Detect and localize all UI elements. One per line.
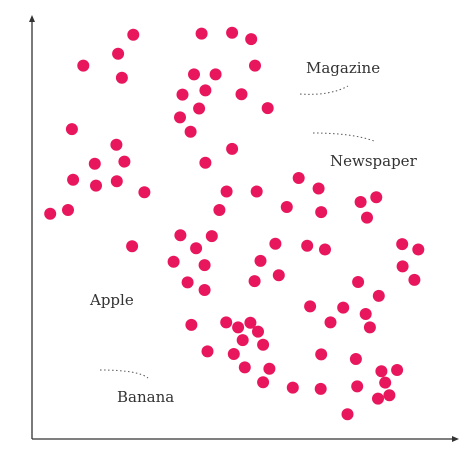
data-point-40: [205, 230, 218, 243]
data-point-32: [370, 191, 383, 204]
data-point-82: [379, 376, 392, 389]
data-point-59: [337, 301, 350, 314]
data-point-83: [314, 382, 327, 395]
annotation-layer: Magazine Newspaper Apple Banana: [89, 59, 418, 406]
data-point-1: [195, 27, 208, 40]
data-point-47: [412, 243, 425, 256]
data-point-21: [226, 142, 239, 155]
data-point-74: [349, 353, 362, 365]
data-point-27: [220, 185, 233, 198]
data-point-35: [213, 204, 226, 216]
data-point-0: [127, 28, 140, 41]
data-point-11: [199, 84, 212, 97]
annotation-leader-magazine: [299, 85, 349, 95]
annotation-label-newspaper: Newspaper: [330, 152, 418, 170]
annotation-leader-banana: [99, 369, 149, 379]
data-point-28: [250, 185, 263, 198]
data-point-62: [185, 318, 198, 331]
data-point-3: [245, 33, 258, 46]
data-point-60: [304, 300, 317, 313]
data-point-23: [67, 173, 80, 186]
data-point-71: [201, 345, 214, 358]
data-point-15: [261, 102, 274, 115]
data-point-24: [90, 179, 102, 192]
data-point-13: [193, 102, 206, 115]
data-point-43: [269, 237, 282, 250]
data-point-55: [198, 284, 211, 296]
data-point-37: [315, 206, 328, 219]
data-point-75: [238, 361, 251, 374]
data-point-54: [248, 275, 261, 288]
data-point-33: [44, 207, 57, 220]
data-point-68: [363, 321, 376, 334]
data-point-26: [138, 186, 151, 199]
data-point-70: [257, 338, 270, 351]
annotation-leader-newspaper: [312, 132, 375, 142]
annotation-label-apple: Apple: [89, 291, 134, 309]
data-point-4: [112, 47, 125, 60]
data-point-30: [312, 182, 325, 195]
data-point-76: [263, 362, 276, 375]
data-point-10: [176, 88, 189, 101]
data-point-61: [359, 308, 372, 320]
data-point-20: [118, 155, 131, 168]
data-point-81: [351, 380, 364, 393]
data-point-77: [375, 365, 388, 378]
data-point-42: [190, 242, 203, 255]
data-point-53: [272, 269, 285, 282]
data-point-8: [209, 68, 222, 81]
data-point-64: [244, 316, 257, 329]
data-point-80: [257, 376, 270, 389]
data-point-52: [181, 276, 194, 289]
data-point-84: [383, 389, 396, 402]
data-point-63: [220, 316, 233, 329]
data-point-46: [396, 238, 409, 251]
data-point-65: [232, 321, 245, 334]
data-point-36: [280, 201, 293, 213]
data-point-78: [391, 364, 404, 376]
data-point-22: [199, 156, 212, 169]
data-point-29: [292, 172, 305, 184]
data-point-56: [352, 276, 365, 288]
annotation-label-banana: Banana: [117, 388, 174, 406]
data-point-12: [235, 88, 248, 101]
points-layer: [44, 26, 425, 421]
data-point-69: [236, 334, 249, 347]
data-point-44: [301, 239, 314, 252]
data-point-51: [396, 260, 409, 273]
data-point-7: [188, 68, 200, 81]
data-point-34: [62, 204, 74, 216]
data-point-72: [227, 348, 240, 360]
data-point-6: [115, 71, 128, 84]
data-point-16: [184, 125, 197, 138]
data-point-79: [286, 381, 299, 394]
data-point-14: [174, 111, 186, 124]
data-point-58: [372, 289, 385, 302]
data-point-5: [77, 59, 90, 72]
data-point-25: [110, 175, 123, 188]
data-point-50: [254, 254, 267, 267]
data-point-57: [408, 273, 421, 286]
data-point-67: [324, 316, 337, 329]
data-point-48: [167, 255, 180, 268]
data-point-85: [372, 392, 384, 405]
data-point-38: [361, 211, 373, 224]
data-point-41: [126, 240, 139, 253]
data-point-73: [315, 348, 328, 361]
data-point-31: [354, 196, 367, 208]
data-point-66: [252, 325, 264, 338]
data-point-86: [341, 408, 354, 421]
data-point-45: [319, 243, 331, 256]
data-point-49: [198, 259, 211, 272]
data-point-39: [174, 229, 187, 242]
data-point-2: [226, 26, 239, 39]
data-point-9: [249, 59, 261, 72]
data-point-17: [65, 123, 78, 136]
data-point-19: [88, 157, 101, 170]
annotation-label-magazine: Magazine: [306, 59, 380, 77]
data-point-18: [110, 138, 123, 151]
